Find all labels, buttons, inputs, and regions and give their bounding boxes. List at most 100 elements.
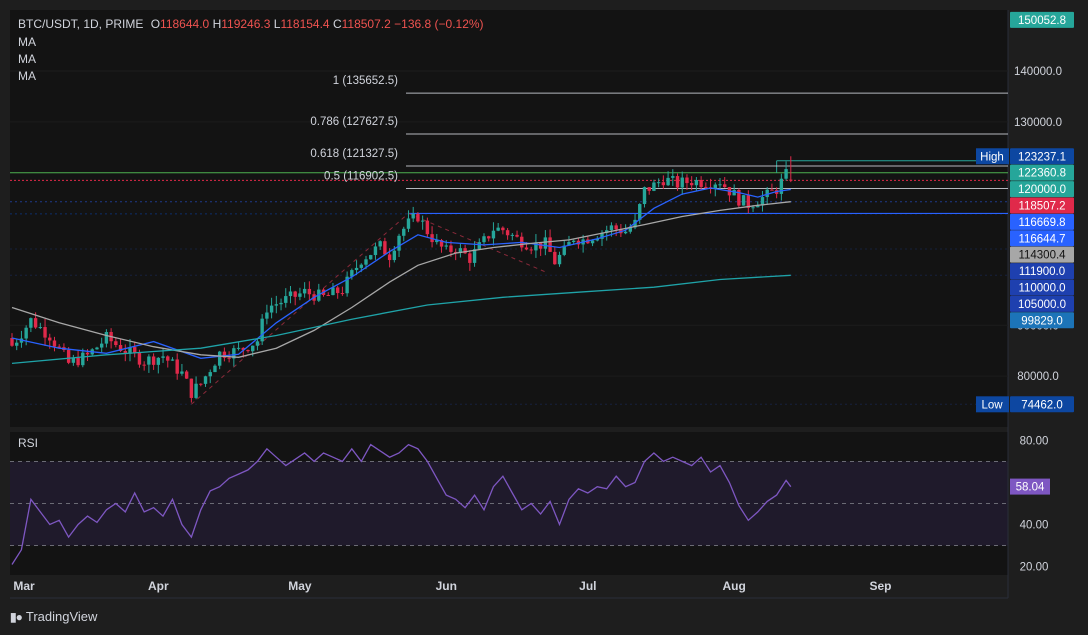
candle-bear xyxy=(241,347,245,351)
candle-bear xyxy=(685,177,689,184)
candle-bear xyxy=(175,359,179,374)
candle-bear xyxy=(335,287,340,294)
candle-bear xyxy=(307,288,312,295)
time-axis-month-label: Jul xyxy=(579,579,596,593)
candle-bull xyxy=(420,220,425,222)
candle-bear xyxy=(66,350,71,363)
candle-bull xyxy=(265,312,269,319)
rsi-line xyxy=(11,443,792,565)
candle-bull xyxy=(170,359,175,361)
candle-bull xyxy=(203,376,208,384)
candle-bull xyxy=(482,236,486,243)
candle-bear xyxy=(189,378,194,398)
candle-bear xyxy=(85,352,90,355)
price-tag xyxy=(1010,246,1074,263)
tradingview-logo[interactable]: ▮● TradingView xyxy=(10,609,97,624)
candle-bull xyxy=(104,331,109,344)
candle-bear xyxy=(184,371,189,379)
candle-bull xyxy=(718,184,722,186)
candle-bull xyxy=(288,291,293,297)
candle-bull xyxy=(760,197,765,206)
candle-bull xyxy=(435,240,439,243)
candle-bull xyxy=(571,240,576,243)
fib-label-1: 1 (135652.5) xyxy=(333,75,398,87)
price-tag-prefix: High xyxy=(980,151,1004,163)
candle-bear xyxy=(222,351,227,358)
candle-bear xyxy=(151,356,156,365)
indicator-ma-2[interactable]: MA xyxy=(18,52,36,66)
price-tag xyxy=(1010,396,1074,413)
price-tag-value: 116669.8 xyxy=(1018,217,1065,229)
price-tag xyxy=(1010,295,1074,312)
rsi-current-value: 58.04 xyxy=(1016,482,1045,494)
candle-bull xyxy=(354,267,359,271)
candle-bull xyxy=(784,169,788,179)
candle-bull xyxy=(156,357,161,365)
symbol-label: BTC/USDT, 1D, PRIME xyxy=(18,17,144,31)
candle-bear xyxy=(33,318,38,328)
time-axis-month-label: May xyxy=(288,579,312,593)
price-tag xyxy=(1010,148,1074,165)
candle-bear xyxy=(689,183,694,186)
candle-bear xyxy=(468,253,472,263)
candle-bull xyxy=(251,345,255,352)
ma-line-maslow xyxy=(11,274,791,365)
candle-bear xyxy=(789,179,793,181)
candle-bull xyxy=(71,357,76,363)
candle-bull xyxy=(350,270,354,277)
candle-bull xyxy=(15,342,19,346)
candle-bear xyxy=(704,186,708,188)
candle-bear xyxy=(614,225,618,230)
candle-bull xyxy=(147,356,151,365)
candle-bull xyxy=(236,347,241,349)
candle-bull xyxy=(472,249,477,263)
candle-bull xyxy=(194,383,198,398)
ma-line-mafast xyxy=(11,187,791,359)
candle-bear xyxy=(699,180,703,187)
ma-line-mamid xyxy=(11,201,791,358)
time-axis-month-label: Apr xyxy=(148,579,169,593)
candle-bear xyxy=(675,176,680,188)
candle-bull xyxy=(255,341,260,346)
rsi-tick-label: 80.00 xyxy=(1020,435,1049,447)
rsi-label: RSI xyxy=(18,436,38,450)
candle-bull xyxy=(567,242,571,246)
candle-bull xyxy=(543,237,548,249)
change-value: −136.8 (−0.12%) xyxy=(394,17,484,31)
candle-bear xyxy=(746,195,751,208)
price-tick-label: 80000.0 xyxy=(1017,371,1059,383)
candle-bull xyxy=(81,352,85,366)
price-tag-value: 116644.7 xyxy=(1018,233,1065,245)
price-tag xyxy=(1010,263,1074,280)
rsi-tick-label: 20.00 xyxy=(1020,562,1049,574)
candle-bull xyxy=(779,178,784,194)
candle-bull xyxy=(751,207,755,209)
indicator-ma-1[interactable]: MA xyxy=(18,35,36,49)
candle-bull xyxy=(671,176,675,178)
fib-label-0-786: 0.786 (127627.5) xyxy=(310,116,398,128)
price-tag xyxy=(1010,181,1074,198)
price-tag-value: 105000.0 xyxy=(1018,299,1066,311)
candle-bull xyxy=(274,304,279,306)
candle-bull xyxy=(298,293,302,297)
candle-bull xyxy=(642,187,647,205)
candle-bull xyxy=(232,348,236,359)
candle-bear xyxy=(166,356,170,361)
price-tag-value: 150052.8 xyxy=(1018,15,1066,27)
candle-bear xyxy=(737,189,741,206)
candle-bull xyxy=(402,228,406,236)
candle-bull xyxy=(652,182,656,191)
fib-label-0-618: 0.618 (121327.5) xyxy=(310,148,398,160)
candle-bull xyxy=(732,189,736,196)
candle-bull xyxy=(713,184,717,189)
candle-bull xyxy=(279,302,283,305)
indicator-ma-3[interactable]: MA xyxy=(18,69,36,83)
price-tag-value: 74462.0 xyxy=(1021,399,1063,411)
price-tag xyxy=(1010,213,1074,230)
candle-bull xyxy=(741,195,746,206)
candle-bull xyxy=(534,242,538,251)
candle-bull xyxy=(638,204,642,220)
candle-bull xyxy=(38,327,43,329)
candle-bull xyxy=(378,241,382,247)
